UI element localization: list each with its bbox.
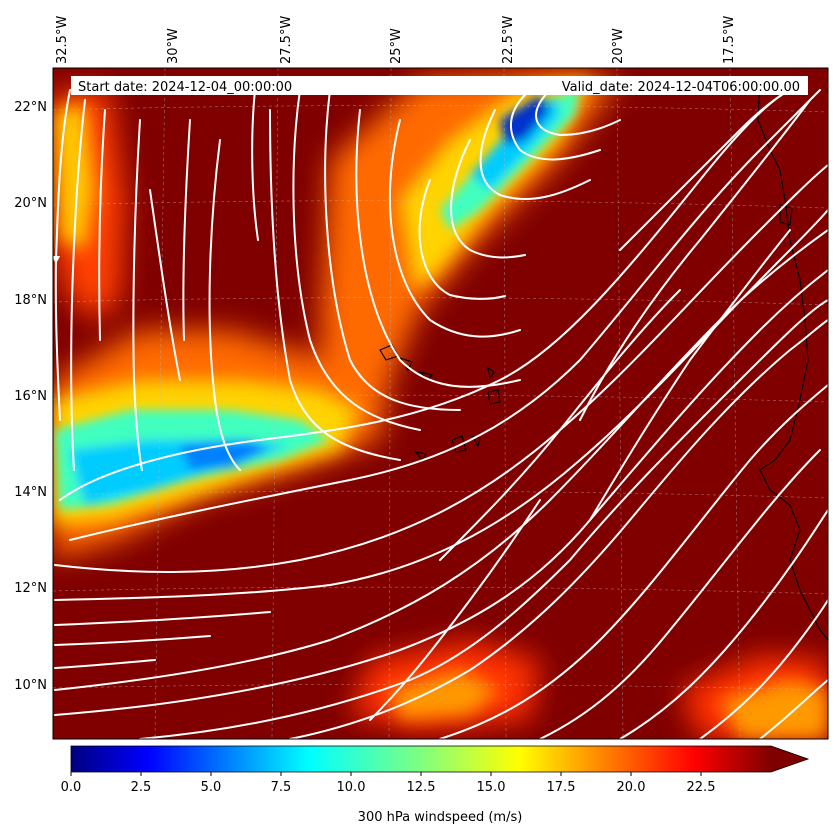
date-banner: Start date: 2024-12-04_00:00:00 Valid_da… bbox=[71, 76, 808, 95]
streamline bbox=[539, 449, 821, 739]
streamline bbox=[535, 89, 621, 137]
colorbar-tick-label: 22.5 bbox=[687, 780, 716, 795]
streamline bbox=[251, 89, 259, 241]
start-date-label: Start date: 2024-12-04_00:00:00 bbox=[78, 80, 292, 95]
map-frame bbox=[52, 67, 829, 740]
colorbar: 0.0 2.5 5.0 7.5 10.0 12.5 15.0 17.5 20.0 22.5 300… bbox=[61, 745, 810, 825]
streamline bbox=[418, 179, 506, 300]
streamline bbox=[53, 89, 71, 421]
valid-date-label: Valid_date: 2024-12-04T06:00:00.00 bbox=[562, 80, 800, 95]
streamline bbox=[579, 99, 811, 421]
colorbar-tick-label: 15.0 bbox=[477, 780, 506, 795]
colorbar-outline bbox=[70, 745, 810, 773]
lat-label: 20°N bbox=[14, 196, 47, 211]
streamline bbox=[182, 119, 191, 341]
streamline bbox=[619, 89, 791, 251]
streamline bbox=[355, 109, 521, 388]
lat-label: 16°N bbox=[14, 389, 47, 404]
streamline bbox=[369, 499, 541, 721]
lon-label: 20°W bbox=[611, 28, 626, 64]
streamline bbox=[509, 94, 601, 161]
lat-label: 12°N bbox=[14, 581, 47, 596]
streamline bbox=[439, 384, 828, 739]
streamline bbox=[54, 635, 211, 646]
colorbar-tick-label: 20.0 bbox=[617, 780, 646, 795]
colorbar-ticks: 0.0 2.5 5.0 7.5 10.0 12.5 15.0 17.5 20.0 22.5 bbox=[61, 772, 716, 795]
longitude-labels: 32.5°W 30°W 27.5°W 25°W 22.5°W 20°W 17.5… bbox=[55, 16, 737, 64]
lat-label: 18°N bbox=[14, 293, 47, 308]
lon-label: 25°W bbox=[389, 28, 404, 64]
streamline bbox=[269, 109, 401, 461]
lat-label: 22°N bbox=[14, 100, 47, 115]
streamlines bbox=[53, 89, 828, 739]
streamline bbox=[98, 109, 106, 341]
lon-label: 30°W bbox=[166, 28, 181, 64]
streamline bbox=[54, 164, 828, 573]
streamline bbox=[619, 509, 828, 739]
streamline bbox=[324, 89, 461, 411]
colorbar-tick-label: 5.0 bbox=[201, 780, 222, 795]
colorbar-extend-max bbox=[771, 746, 808, 772]
streamline bbox=[59, 89, 791, 501]
streamline bbox=[149, 189, 181, 381]
streamline bbox=[289, 319, 828, 739]
lon-label: 22.5°W bbox=[501, 16, 516, 64]
colorbar-tick-label: 17.5 bbox=[547, 780, 576, 795]
coastlines bbox=[379, 79, 828, 641]
streamline bbox=[54, 659, 156, 669]
streamline bbox=[589, 229, 791, 521]
streamline bbox=[132, 119, 143, 471]
streamline bbox=[389, 119, 521, 338]
streamline bbox=[69, 89, 821, 541]
streamline bbox=[439, 289, 681, 561]
streamline bbox=[759, 679, 828, 739]
lat-label: 14°N bbox=[14, 485, 47, 500]
colorbar-tick-label: 12.5 bbox=[407, 780, 436, 795]
date-banner-background bbox=[71, 76, 808, 95]
colorbar-tick-label: 7.5 bbox=[271, 780, 292, 795]
streamline bbox=[450, 139, 526, 259]
colorbar-tick-label: 0.0 bbox=[61, 780, 82, 795]
streamline bbox=[699, 599, 828, 739]
lon-label: 27.5°W bbox=[279, 16, 294, 64]
lon-label: 17.5°W bbox=[722, 16, 737, 64]
lat-label: 10°N bbox=[14, 678, 47, 693]
streamline bbox=[70, 99, 86, 471]
map-panel bbox=[53, 68, 828, 739]
lon-label: 32.5°W bbox=[55, 16, 70, 64]
streamline bbox=[139, 299, 828, 739]
latitude-labels: 22°N 20°N 18°N 16°N 14°N 12°N 10°N bbox=[14, 100, 47, 693]
streamline bbox=[54, 611, 271, 626]
colorbar-tick-label: 2.5 bbox=[131, 780, 152, 795]
gridlines bbox=[53, 68, 828, 739]
streamline bbox=[292, 89, 421, 431]
colorbar-tick-label: 10.0 bbox=[337, 780, 366, 795]
streamline bbox=[208, 139, 241, 471]
streamline bbox=[54, 209, 828, 601]
colorbar-label: 300 hPa windspeed (m/s) bbox=[358, 810, 523, 825]
colorbar-gradient bbox=[71, 746, 771, 772]
streamline bbox=[479, 109, 591, 201]
streamline bbox=[54, 269, 828, 716]
